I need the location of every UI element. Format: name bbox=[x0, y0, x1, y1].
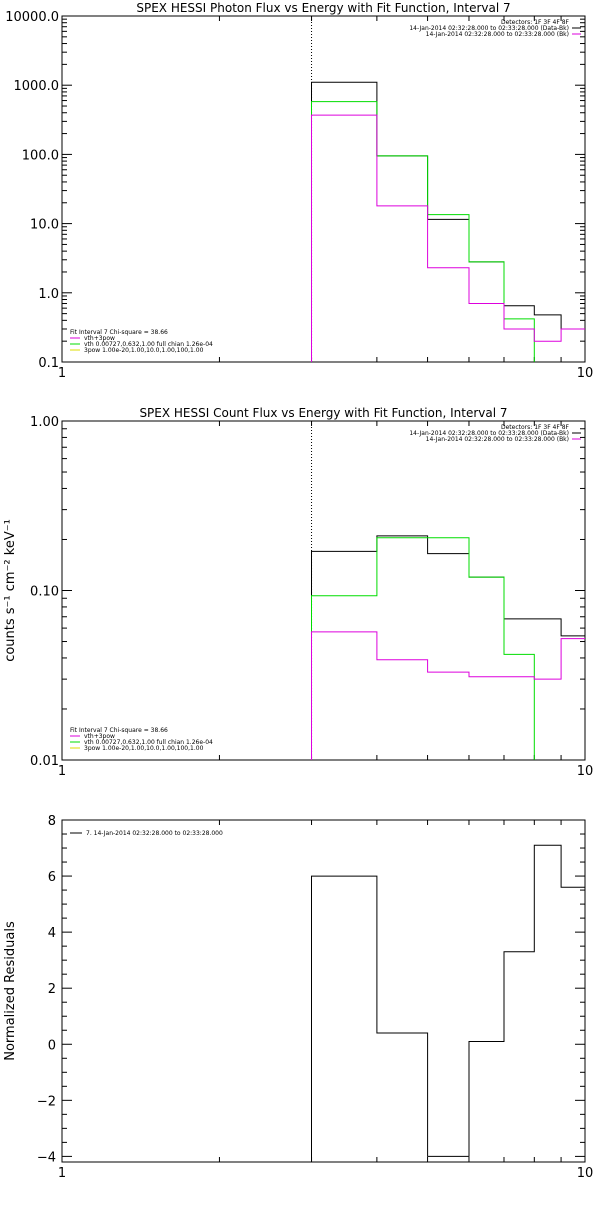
y-tick-label: 10.0 bbox=[30, 218, 59, 233]
series-line-1 bbox=[311, 844, 585, 1162]
y-tick-label: 0.1 bbox=[38, 356, 59, 371]
y-tick-label: 6 bbox=[48, 870, 56, 885]
y-axis-label: counts s⁻¹ cm⁻² keV⁻¹ bbox=[3, 519, 18, 662]
y-tick-label: 10000.0 bbox=[5, 10, 59, 25]
legend-entry: 3pow 1.00e-20,1.00,10.0,1.00,100,1.00 bbox=[84, 347, 204, 354]
legend-entry: vth 0.00727,0.632,1.00 full chian 1.26e-… bbox=[84, 739, 213, 746]
x-tick-label: 10 bbox=[577, 1166, 594, 1181]
x-tick-label: 10 bbox=[577, 764, 594, 779]
legend-entry: Detectors: 1F 3F 4F 8F bbox=[501, 424, 570, 431]
y-tick-label: 0.10 bbox=[30, 585, 59, 600]
y-tick-label: 0.01 bbox=[30, 754, 59, 769]
panel-3: 1 10 −4 −2 0 2 4 6 8 Normalized Residuals 7. 14-Ja… bbox=[3, 814, 593, 1181]
y-tick-label: −4 bbox=[37, 1150, 56, 1165]
legend-entry: 14-Jan-2014 02:32:28.000 to 02:33:28.000… bbox=[426, 31, 569, 38]
legend-entry: Detectors: 1F 3F 4F 8F bbox=[501, 19, 570, 26]
y-tick-label: 0 bbox=[48, 1038, 56, 1053]
plot-frame bbox=[61, 819, 586, 1163]
y-tick-label: 4 bbox=[48, 926, 56, 941]
x-tick-label: 1 bbox=[58, 366, 66, 381]
series-line-3 bbox=[311, 631, 585, 760]
y-tick-label: 1000.0 bbox=[14, 79, 60, 94]
y-tick-label: 1.0 bbox=[38, 287, 59, 302]
chart-title: SPEX HESSI Photon Flux vs Energy with Fi… bbox=[136, 1, 510, 15]
legend-entry: 3pow 1.00e-20,1.00,10.0,1.00,100,1.00 bbox=[84, 745, 204, 752]
series-line-1 bbox=[311, 535, 585, 760]
series-line-1 bbox=[311, 81, 585, 362]
legend-entry: 14-Jan-2014 02:32:28.000 to 02:33:28.000… bbox=[409, 25, 569, 32]
legend-entry: 14-Jan-2014 02:32:28.000 to 02:33:28.000… bbox=[426, 436, 569, 443]
panel-1: SPEX HESSI Photon Flux vs Energy with Fi… bbox=[5, 1, 593, 381]
fit-summary: Fit Interval 7 Chi-square = 38.66 bbox=[70, 727, 168, 734]
x-tick-label: 10 bbox=[577, 366, 594, 381]
y-tick-label: 2 bbox=[48, 982, 56, 997]
series-line-2 bbox=[311, 101, 535, 362]
x-tick-label: 1 bbox=[58, 764, 66, 779]
y-tick-label: 1.00 bbox=[30, 415, 59, 430]
legend-entry: 14-Jan-2014 02:32:28.000 to 02:33:28.000… bbox=[409, 430, 569, 437]
plot-frame bbox=[61, 420, 586, 761]
fit-summary: Fit Interval 7 Chi-square = 38.66 bbox=[70, 329, 168, 336]
legend-entry: vth 0.00727,0.632,1.00 full chian 1.26e-… bbox=[84, 341, 213, 348]
legend-entry: vth+3pow bbox=[84, 733, 115, 740]
legend-entry: vth+3pow bbox=[84, 335, 115, 342]
plot-frame bbox=[61, 15, 586, 363]
chart-title: SPEX HESSI Count Flux vs Energy with Fit… bbox=[139, 406, 507, 420]
x-tick-label: 1 bbox=[58, 1166, 66, 1181]
series-line-2 bbox=[311, 537, 535, 760]
legend-entry: 7. 14-Jan-2014 02:32:28.000 to 02:33:28.… bbox=[86, 830, 223, 837]
y-axis-label: Normalized Residuals bbox=[3, 921, 18, 1061]
series-line-3 bbox=[311, 114, 585, 362]
panel-2: SPEX HESSI Count Flux vs Energy with Fit… bbox=[3, 406, 593, 779]
y-tick-label: 100.0 bbox=[22, 148, 59, 163]
y-tick-label: −2 bbox=[37, 1094, 56, 1109]
y-tick-label: 8 bbox=[48, 814, 56, 829]
